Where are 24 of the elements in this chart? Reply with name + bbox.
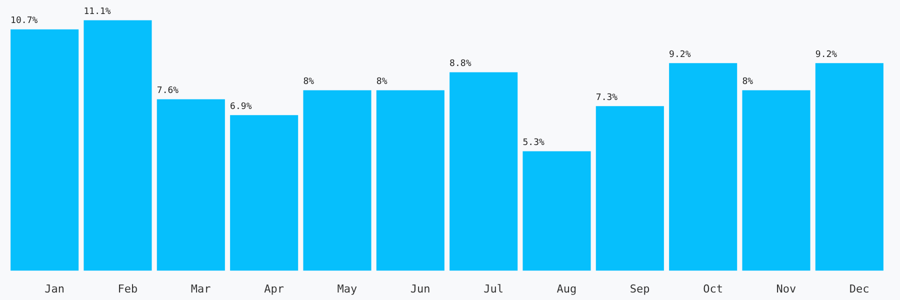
x-tick-label: Aug xyxy=(556,282,577,296)
data-label: 6.9% xyxy=(230,102,252,112)
data-label: 10.7% xyxy=(10,16,38,26)
data-label: 7.3% xyxy=(596,92,618,103)
x-tick-label: Jul xyxy=(484,282,504,296)
data-label: 11.1% xyxy=(84,7,112,18)
x-tick-label: Mar xyxy=(190,282,212,296)
x-tick-label: Feb xyxy=(118,282,138,296)
data-label: 8% xyxy=(742,77,754,88)
data-label: 9.2% xyxy=(669,50,692,60)
data-label: 8% xyxy=(376,77,388,88)
x-tick-label: Nov xyxy=(776,282,796,296)
x-tick-label: Dec xyxy=(849,282,870,296)
data-label: 7.6% xyxy=(156,86,180,96)
data-label: 8% xyxy=(303,77,315,88)
x-tick-label: Sep xyxy=(630,282,650,296)
x-tick-label: Jun xyxy=(410,282,430,296)
data-label: 5.3% xyxy=(522,138,545,148)
x-tick-label: Oct xyxy=(703,282,723,296)
x-tick-label: May xyxy=(337,282,358,296)
x-tick-label: Apr xyxy=(264,282,284,296)
data-label: 9.2% xyxy=(815,50,838,60)
data-label: 8.8% xyxy=(450,59,472,70)
x-tick-label: Jan xyxy=(44,282,64,296)
